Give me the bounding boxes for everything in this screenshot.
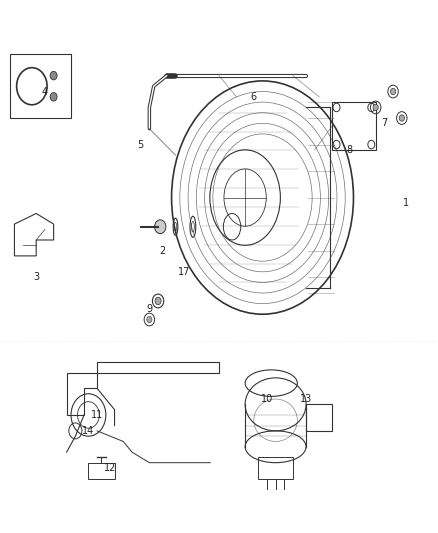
Text: 5: 5 xyxy=(138,140,144,150)
Text: 4: 4 xyxy=(42,86,48,96)
Bar xyxy=(306,405,332,431)
Text: 9: 9 xyxy=(146,304,152,314)
Circle shape xyxy=(373,104,378,111)
Circle shape xyxy=(50,93,57,101)
Circle shape xyxy=(399,115,404,121)
Text: 11: 11 xyxy=(91,410,103,420)
Circle shape xyxy=(50,71,57,80)
Bar xyxy=(10,54,71,118)
Circle shape xyxy=(155,220,166,233)
Text: 2: 2 xyxy=(159,246,166,256)
Text: 13: 13 xyxy=(300,394,312,404)
Text: 10: 10 xyxy=(261,394,273,404)
Text: 8: 8 xyxy=(346,145,353,155)
Text: 1: 1 xyxy=(403,198,409,208)
Circle shape xyxy=(147,317,152,322)
Text: 14: 14 xyxy=(82,426,95,436)
Bar xyxy=(258,457,293,479)
Circle shape xyxy=(155,297,161,305)
Text: 17: 17 xyxy=(178,267,191,277)
Text: 12: 12 xyxy=(104,463,117,473)
Text: 6: 6 xyxy=(251,92,257,102)
Circle shape xyxy=(391,88,396,95)
Bar xyxy=(88,463,115,479)
Text: 3: 3 xyxy=(33,272,39,282)
Text: 7: 7 xyxy=(381,118,388,128)
Bar xyxy=(332,102,376,150)
